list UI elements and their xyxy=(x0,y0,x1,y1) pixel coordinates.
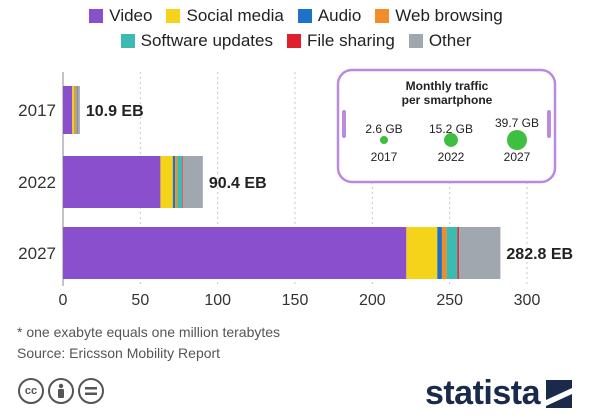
legend-swatch xyxy=(89,9,104,23)
bar-segment-web-browsing xyxy=(441,227,447,279)
legend-item: Other xyxy=(408,31,472,51)
inset-value-label: 15.2 GB xyxy=(429,122,473,136)
legend-swatch xyxy=(120,34,135,48)
bar-segment-file-sharing xyxy=(182,156,183,208)
legend-label: Web browsing xyxy=(395,6,503,25)
bar-segment-web-browsing xyxy=(175,156,178,208)
legend-label: Software updates xyxy=(140,31,273,50)
x-tick-label: 300 xyxy=(514,292,541,309)
legend-item: Video xyxy=(89,6,152,26)
inset-frame xyxy=(336,68,557,184)
statista-mark-icon xyxy=(546,379,572,408)
bar-segment-social-media xyxy=(72,86,75,134)
attribution-icon[interactable] xyxy=(48,378,74,404)
bar-segment-software-updates xyxy=(177,156,183,208)
bar-segment-software-updates xyxy=(446,227,458,279)
legend-swatch xyxy=(286,34,301,48)
license-icons: cc xyxy=(18,378,104,404)
bar-segment-file-sharing xyxy=(77,86,78,134)
bar-segment-audio xyxy=(437,227,442,279)
x-tick-label: 250 xyxy=(436,292,463,309)
total-label: 10.9 EB xyxy=(86,103,144,120)
x-tick-label: 200 xyxy=(359,292,386,309)
inset-title: Monthly traffic xyxy=(406,79,489,93)
inset-year-label: 2027 xyxy=(504,150,531,164)
bar-segment-video xyxy=(63,227,407,279)
legend-label: Social media xyxy=(186,6,284,25)
x-tick-label: 50 xyxy=(131,292,149,309)
bar-segment-other xyxy=(458,227,501,279)
x-tick-label: 150 xyxy=(282,292,309,309)
legend-swatch xyxy=(166,9,181,23)
inset-year-label: 2017 xyxy=(371,150,398,164)
inset-dot xyxy=(379,135,389,145)
inset-dot xyxy=(444,133,458,147)
legend-row-1: Video Social media Audio Web browsing xyxy=(0,6,592,26)
legend-label: Other xyxy=(428,31,472,50)
legend-item: Social media xyxy=(166,6,284,26)
total-label: 90.4 EB xyxy=(209,175,267,192)
no-derivatives-icon[interactable] xyxy=(78,378,104,404)
bar-segment-audio xyxy=(172,156,176,208)
bar-segment-software-updates xyxy=(76,86,78,134)
bar-segment-social-media xyxy=(406,227,438,279)
inset-side-button xyxy=(547,110,551,138)
bar-chart: 0 50 100 150 200 250 300 2017 10.9 EB 2022 90.4 EB… xyxy=(18,68,573,309)
y-tick-label: 2027 xyxy=(18,244,56,263)
bar-segment-audio xyxy=(74,86,76,134)
bar-segment-video xyxy=(63,156,161,208)
inset-year-label: 2022 xyxy=(438,150,465,164)
statista-logo[interactable]: statista xyxy=(425,374,572,413)
x-tick-label: 0 xyxy=(59,292,68,309)
inset-dot xyxy=(507,130,527,150)
bar-segment-social-media xyxy=(160,156,173,208)
bar-segment-other xyxy=(77,86,80,134)
y-tick-label: 2017 xyxy=(18,101,56,120)
inset-side-button xyxy=(342,110,346,138)
legend-label: Audio xyxy=(317,6,362,25)
legend-item: Web browsing xyxy=(375,6,503,26)
total-label: 282.8 EB xyxy=(506,246,573,263)
bar-segment-file-sharing xyxy=(457,227,459,279)
cc-icon[interactable]: cc xyxy=(18,378,44,404)
legend-swatch xyxy=(297,9,312,23)
legend-swatch xyxy=(375,9,390,23)
bar-segment-video xyxy=(63,86,73,134)
legend-label: File sharing xyxy=(306,31,395,50)
legend-row-2: Software updates File sharing Other xyxy=(0,31,592,51)
footnote-note: * one exabyte equals one million terabyt… xyxy=(17,324,281,340)
footnote-source: Source: Ericsson Mobility Report xyxy=(17,345,221,361)
inset-value-label: 39.7 GB xyxy=(495,116,539,130)
bar-segment-other xyxy=(182,156,203,208)
x-tick-label: 100 xyxy=(204,292,231,309)
bar-segment-web-browsing xyxy=(75,86,77,134)
legend-swatch xyxy=(408,34,423,48)
legend-label: Video xyxy=(109,6,153,25)
inset-value-label: 2.6 GB xyxy=(365,122,402,136)
y-tick-label: 2022 xyxy=(18,173,56,192)
logo-text: statista xyxy=(424,374,541,412)
legend-item: Software updates xyxy=(120,31,273,51)
inset-title: per smartphone xyxy=(402,93,493,107)
legend-item: Audio xyxy=(297,6,362,26)
legend-item: File sharing xyxy=(286,31,395,51)
